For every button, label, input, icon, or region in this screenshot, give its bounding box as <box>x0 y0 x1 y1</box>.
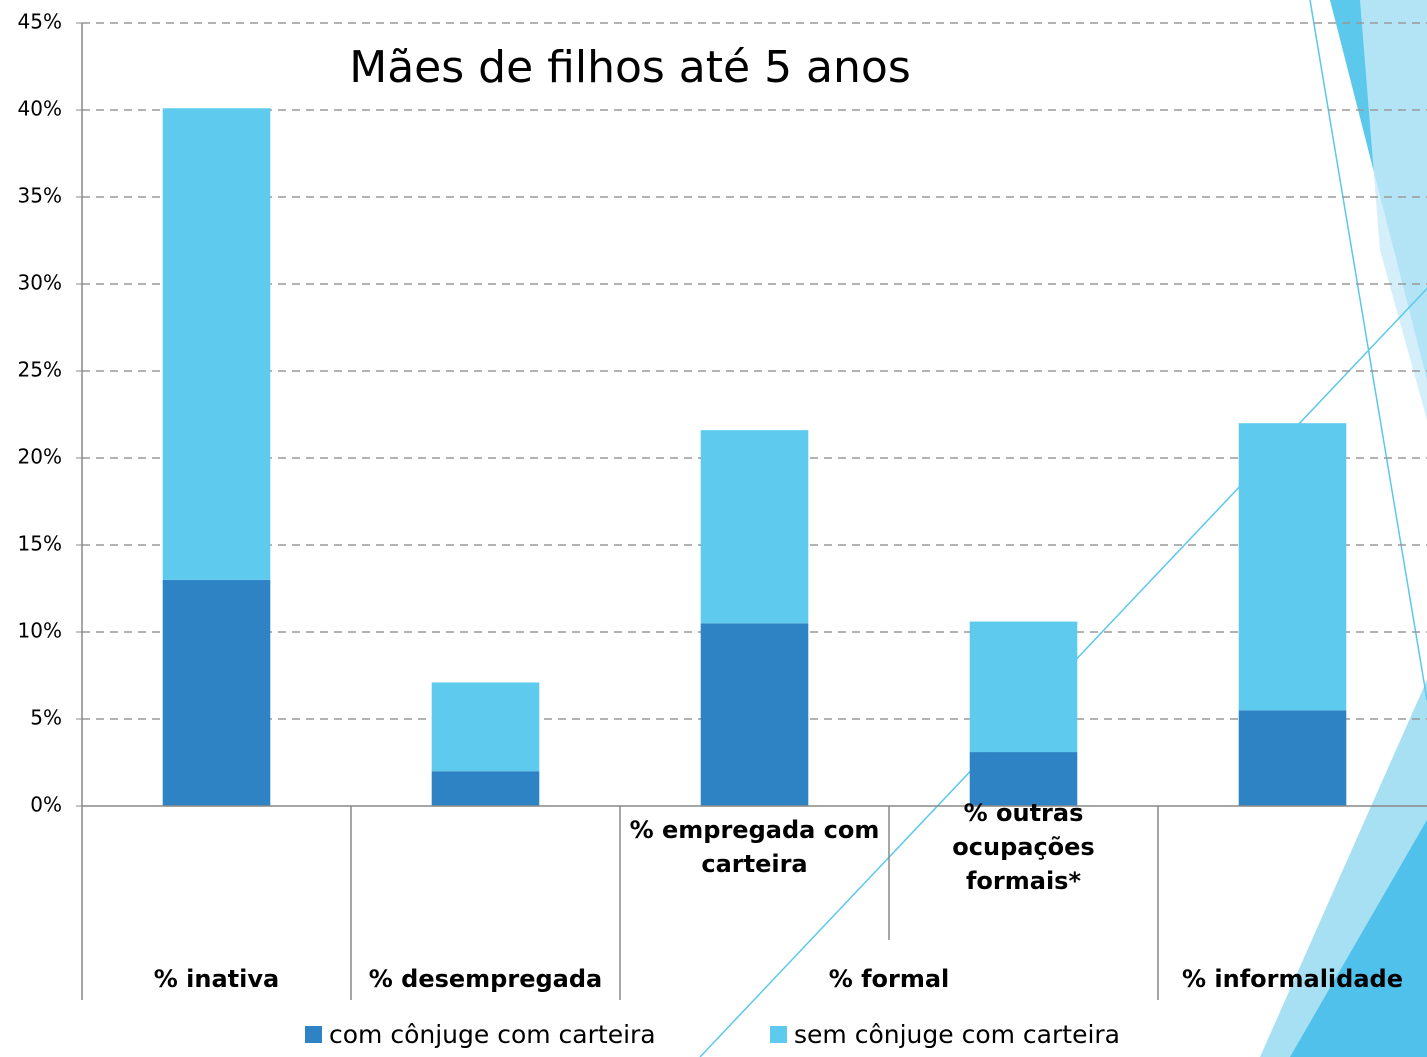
y-tick-label: 40% <box>18 97 62 121</box>
y-tick-label: 0% <box>30 793 62 817</box>
y-tick-label: 35% <box>18 184 62 208</box>
y-tick-label: 20% <box>18 445 62 469</box>
bar-segment <box>431 771 540 806</box>
group-label: % desempregada <box>369 965 602 993</box>
y-tick-label: 30% <box>18 271 62 295</box>
legend-swatch <box>305 1026 322 1043</box>
y-tick-label: 45% <box>18 10 62 34</box>
bar-segment <box>969 621 1078 753</box>
legend-label: com cônjuge com carteira <box>329 1020 656 1049</box>
bar-segment <box>700 623 809 806</box>
y-tick-label: 15% <box>18 532 62 556</box>
bar-segment <box>431 682 540 772</box>
legend-label: sem cônjuge com carteira <box>794 1020 1120 1049</box>
bar-segment <box>700 430 809 624</box>
x-tick-label: % empregada com carteira <box>630 816 880 878</box>
bar-segment <box>162 108 271 580</box>
bar-segment <box>969 752 1078 806</box>
bar-segment <box>1238 710 1347 806</box>
deco-triangle <box>1290 820 1427 1057</box>
y-tick-label: 10% <box>18 619 62 643</box>
group-label: % inativa <box>154 965 279 993</box>
chart-title: Mães de filhos até 5 anos <box>349 42 911 93</box>
x-tick-label: % outras ocupações formais* <box>952 799 1094 895</box>
bar-segment <box>162 579 271 806</box>
y-tick-label: 25% <box>18 358 62 382</box>
bar-segment <box>1238 423 1347 711</box>
decoration <box>699 0 1427 1057</box>
legend-swatch <box>770 1026 787 1043</box>
y-tick-label: 5% <box>30 706 62 730</box>
group-label: % formal <box>829 965 950 993</box>
deco-line <box>699 287 1427 1057</box>
deco-triangle <box>1360 0 1427 420</box>
group-label: % informalidade <box>1182 965 1403 993</box>
